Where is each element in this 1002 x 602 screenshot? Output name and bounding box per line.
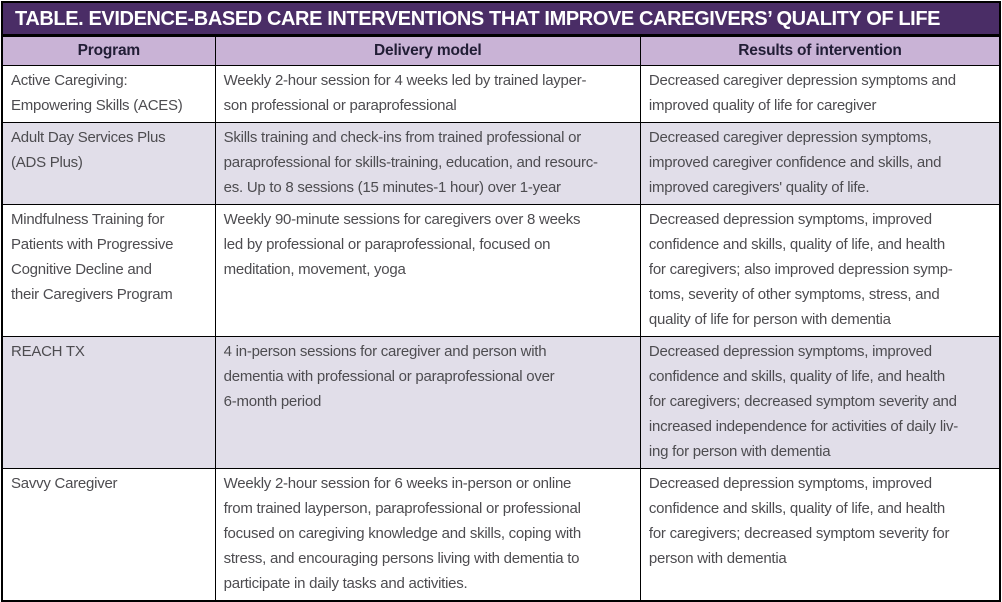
cell-program: Savvy Caregiver — [3, 468, 216, 600]
cell-results: Decreased depression symptoms, improved … — [639, 204, 999, 337]
cell-program: Mindfulness Training for Patients with P… — [3, 204, 216, 337]
header-row: Program Delivery model Results of interv… — [3, 36, 999, 66]
cell-delivery-model: Skills training and check-ins from train… — [214, 122, 641, 205]
cell-delivery-model: Weekly 2-hour session for 4 weeks led by… — [214, 65, 641, 123]
cell-results: Decreased depression symptoms, improved … — [639, 336, 999, 469]
cell-program: Adult Day Services Plus (ADS Plus) — [3, 122, 216, 205]
table-row-aces: Active Caregiving: Empowering Skills (AC… — [3, 65, 999, 123]
cell-delivery-model: Weekly 90-minute sessions for caregivers… — [214, 204, 641, 337]
cell-results: Decreased depression symptoms, improved … — [639, 468, 999, 600]
column-header-delivery-model: Delivery model — [214, 36, 641, 66]
table-row-ads-plus: Adult Day Services Plus (ADS Plus) Skill… — [3, 122, 999, 205]
cell-results: Decreased caregiver depression symptoms … — [639, 65, 999, 123]
cell-program: Active Caregiving: Empowering Skills (AC… — [3, 65, 216, 123]
column-header-program: Program — [3, 36, 216, 66]
cell-program: REACH TX — [3, 336, 216, 469]
table-row-reach-tx: REACH TX 4 in-person sessions for caregi… — [3, 336, 999, 469]
table-title: TABLE. EVIDENCE-BASED CARE INTERVENTIONS… — [3, 3, 999, 36]
table-row-savvy-caregiver: Savvy Caregiver Weekly 2-hour session fo… — [3, 468, 999, 600]
interventions-table: Program Delivery model Results of interv… — [3, 36, 999, 600]
table-row-mindfulness: Mindfulness Training for Patients with P… — [3, 204, 999, 337]
column-header-results: Results of intervention — [639, 36, 999, 66]
cell-results: Decreased caregiver depression symptoms,… — [639, 122, 999, 205]
cell-delivery-model: Weekly 2-hour session for 6 weeks in-per… — [214, 468, 641, 600]
cell-delivery-model: 4 in-person sessions for caregiver and p… — [214, 336, 641, 469]
